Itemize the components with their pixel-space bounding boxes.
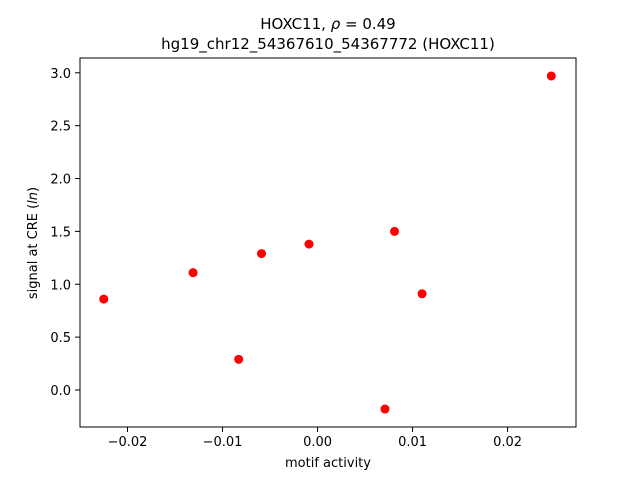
data-point bbox=[417, 289, 427, 299]
x-tick-label: −0.01 bbox=[203, 435, 243, 450]
chart-subtitle: hg19_chr12_54367610_54367772 (HOXC11) bbox=[161, 35, 495, 54]
x-tick-label: 0.02 bbox=[493, 435, 522, 450]
y-tick-label: 2.5 bbox=[50, 120, 71, 135]
x-axis-label: motif activity bbox=[285, 456, 371, 471]
y-tick-label: 1.5 bbox=[50, 225, 71, 240]
y-tick-label: 2.0 bbox=[50, 173, 71, 188]
y-tick-label: 3.0 bbox=[50, 67, 71, 82]
data-point bbox=[380, 404, 390, 414]
x-tick-label: 0.01 bbox=[398, 435, 427, 450]
plot-frame bbox=[79, 57, 577, 428]
y-tick-label: 0.0 bbox=[50, 384, 71, 399]
data-point bbox=[234, 354, 244, 364]
data-point bbox=[304, 239, 314, 249]
data-point bbox=[390, 226, 400, 236]
y-tick-label: 0.5 bbox=[50, 331, 71, 346]
plot-area: −0.02 −0.01 0.00 0.01 0.02 0.0 0.5 1.0 1.5 2.0 2.5… bbox=[50, 57, 577, 450]
x-tick-label: −0.02 bbox=[108, 435, 148, 450]
data-point bbox=[99, 294, 109, 304]
y-axis-label: signal at CRE (ln) bbox=[26, 187, 41, 299]
data-point bbox=[188, 268, 198, 278]
chart-title: HOXC11, ρ = 0.49 bbox=[260, 15, 395, 33]
x-tick-label: 0.00 bbox=[303, 435, 332, 450]
data-point bbox=[256, 249, 266, 259]
data-point bbox=[546, 71, 556, 81]
y-tick-label: 1.0 bbox=[50, 278, 71, 293]
